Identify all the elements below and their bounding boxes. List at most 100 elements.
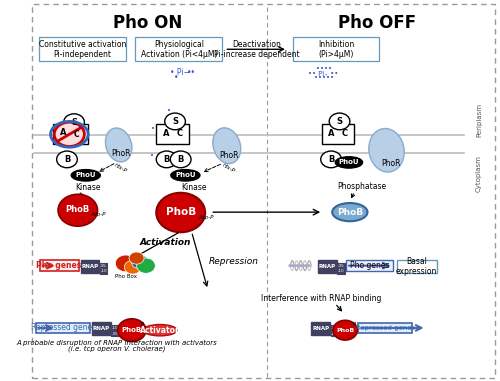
FancyBboxPatch shape bbox=[312, 322, 330, 335]
FancyBboxPatch shape bbox=[111, 331, 118, 336]
Text: Repressed genes: Repressed genes bbox=[30, 323, 96, 332]
Circle shape bbox=[329, 113, 350, 130]
Ellipse shape bbox=[369, 128, 404, 172]
Text: Constitutive activation
Pi-independent: Constitutive activation Pi-independent bbox=[39, 40, 126, 59]
Ellipse shape bbox=[143, 325, 177, 336]
Circle shape bbox=[304, 264, 308, 267]
Text: Pho OFF: Pho OFF bbox=[338, 14, 416, 32]
Text: Pi-increase dependent: Pi-increase dependent bbox=[214, 50, 299, 59]
Text: PhoU: PhoU bbox=[76, 172, 96, 178]
Text: • Pi−: • Pi− bbox=[170, 68, 190, 77]
FancyBboxPatch shape bbox=[100, 263, 108, 268]
Text: •••••: ••••• bbox=[314, 75, 334, 81]
Text: A: A bbox=[60, 128, 67, 137]
Circle shape bbox=[307, 264, 310, 267]
Ellipse shape bbox=[332, 203, 368, 221]
Circle shape bbox=[333, 320, 357, 340]
Text: ••••: •••• bbox=[316, 66, 332, 72]
Circle shape bbox=[294, 264, 298, 267]
Text: Activator: Activator bbox=[140, 326, 180, 335]
Text: PhoB: PhoB bbox=[166, 207, 196, 217]
Circle shape bbox=[54, 122, 84, 146]
Circle shape bbox=[64, 114, 84, 131]
Text: PhoB: PhoB bbox=[122, 327, 142, 333]
Text: Repression: Repression bbox=[209, 258, 259, 266]
Text: PhoR: PhoR bbox=[112, 149, 131, 158]
Text: B: B bbox=[328, 155, 334, 164]
Text: PhoR: PhoR bbox=[220, 151, 239, 160]
Circle shape bbox=[156, 151, 177, 168]
Text: -10: -10 bbox=[112, 326, 118, 330]
FancyBboxPatch shape bbox=[100, 269, 108, 274]
FancyBboxPatch shape bbox=[337, 263, 344, 268]
Circle shape bbox=[56, 151, 78, 168]
Text: RNAP: RNAP bbox=[319, 264, 336, 269]
Ellipse shape bbox=[106, 128, 132, 162]
Text: PhoB: PhoB bbox=[336, 328, 354, 333]
Text: Cytoplasm: Cytoplasm bbox=[476, 155, 482, 192]
Text: S: S bbox=[172, 117, 178, 126]
Text: PhoB: PhoB bbox=[66, 205, 90, 214]
Text: Kinase: Kinase bbox=[76, 183, 101, 192]
FancyBboxPatch shape bbox=[322, 125, 354, 144]
Text: Deactivation: Deactivation bbox=[232, 40, 281, 49]
Text: Activation: Activation bbox=[140, 239, 192, 247]
Text: Pho ON: Pho ON bbox=[113, 14, 182, 32]
Text: His-P: His-P bbox=[222, 163, 236, 174]
Text: S: S bbox=[71, 118, 77, 126]
Text: S: S bbox=[336, 117, 342, 126]
FancyBboxPatch shape bbox=[337, 269, 344, 274]
Text: •: • bbox=[150, 126, 154, 132]
Circle shape bbox=[320, 151, 342, 168]
Text: (i.e. tcp operon V. cholerae): (i.e. tcp operon V. cholerae) bbox=[68, 346, 165, 352]
Ellipse shape bbox=[71, 170, 101, 181]
Text: Asp-P: Asp-P bbox=[90, 211, 106, 216]
Text: Pho Box: Pho Box bbox=[114, 274, 136, 279]
Text: -10: -10 bbox=[338, 269, 344, 273]
Text: Repressed genes: Repressed genes bbox=[356, 325, 415, 331]
FancyBboxPatch shape bbox=[292, 37, 380, 61]
Text: P: P bbox=[352, 322, 356, 327]
Text: Periplasm: Periplasm bbox=[476, 103, 482, 137]
Text: -10: -10 bbox=[331, 331, 338, 336]
FancyBboxPatch shape bbox=[40, 260, 78, 271]
Text: RNAP: RNAP bbox=[82, 264, 98, 269]
Text: -35: -35 bbox=[338, 264, 344, 268]
Circle shape bbox=[132, 255, 148, 269]
Text: B: B bbox=[178, 155, 184, 164]
Circle shape bbox=[118, 319, 146, 342]
Circle shape bbox=[302, 264, 306, 267]
Text: PhoR: PhoR bbox=[382, 159, 401, 168]
Ellipse shape bbox=[171, 170, 200, 181]
FancyBboxPatch shape bbox=[358, 323, 412, 333]
Text: Pho genes: Pho genes bbox=[36, 261, 82, 270]
Ellipse shape bbox=[213, 128, 240, 163]
Text: PhoU: PhoU bbox=[175, 172, 196, 178]
Ellipse shape bbox=[336, 157, 362, 168]
FancyBboxPatch shape bbox=[397, 259, 437, 273]
Circle shape bbox=[136, 258, 156, 273]
FancyBboxPatch shape bbox=[53, 125, 88, 144]
Circle shape bbox=[170, 151, 191, 168]
Circle shape bbox=[296, 264, 300, 267]
Text: •: • bbox=[174, 73, 178, 82]
Text: ••: •• bbox=[187, 68, 196, 77]
Circle shape bbox=[291, 264, 294, 267]
Text: Inhibition
(Pi>4μM): Inhibition (Pi>4μM) bbox=[318, 40, 354, 59]
Text: -35: -35 bbox=[100, 264, 107, 268]
Text: -35: -35 bbox=[112, 331, 118, 336]
Text: C: C bbox=[341, 129, 347, 138]
Circle shape bbox=[164, 113, 186, 130]
Text: Interference with RNAP binding: Interference with RNAP binding bbox=[260, 294, 381, 303]
FancyBboxPatch shape bbox=[39, 37, 126, 61]
Text: Physiological
Activation (Pi<4μM): Physiological Activation (Pi<4μM) bbox=[140, 40, 217, 59]
Text: Asp-P: Asp-P bbox=[198, 215, 214, 219]
Text: His-P: His-P bbox=[114, 162, 128, 174]
Text: Phosphatase: Phosphatase bbox=[338, 182, 386, 191]
Text: A probable disruption of RNAP interaction with activators: A probable disruption of RNAP interactio… bbox=[16, 340, 216, 346]
Text: -30: -30 bbox=[331, 326, 338, 330]
Circle shape bbox=[156, 193, 205, 232]
Text: -10: -10 bbox=[100, 269, 107, 273]
FancyBboxPatch shape bbox=[135, 37, 222, 61]
Text: •: • bbox=[150, 153, 154, 159]
